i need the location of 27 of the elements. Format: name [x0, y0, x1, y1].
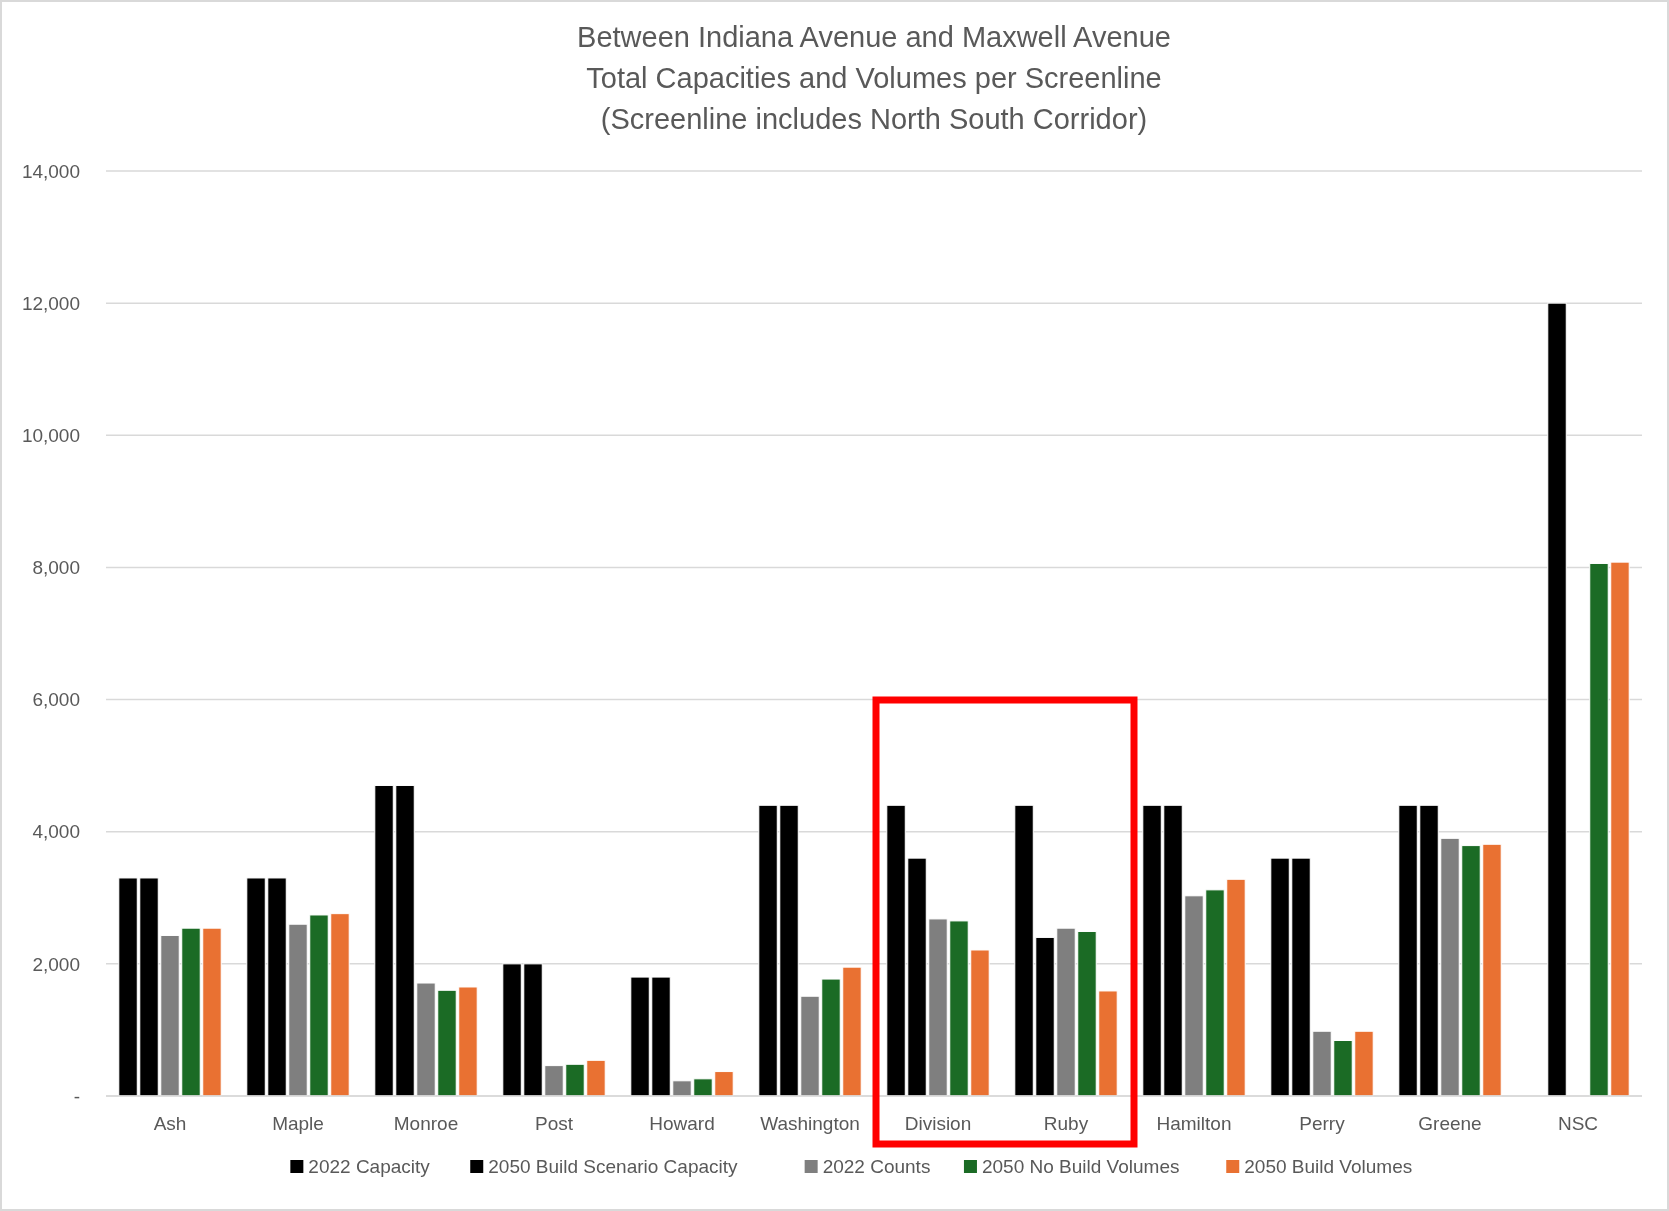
- y-tick-label: -: [73, 1085, 80, 1107]
- legend-label: 2050 Build Scenario Capacity: [488, 1156, 739, 1177]
- y-tick-label: 8,000: [32, 557, 80, 579]
- x-tick-label: Howard: [649, 1113, 715, 1134]
- x-tick-label: Maple: [272, 1113, 324, 1134]
- x-tick-label: Division: [904, 1113, 972, 1134]
- x-tick-label: Ash: [153, 1113, 187, 1134]
- y-tick-label: 10,000: [21, 424, 80, 446]
- x-tick-label: Washington: [760, 1113, 860, 1134]
- x-tick-label: NSC: [1557, 1113, 1599, 1134]
- y-tick-label: 4,000: [32, 821, 80, 843]
- x-tick-label: Post: [534, 1113, 574, 1134]
- y-tick-label: 6,000: [32, 689, 80, 711]
- chart-title: Between Indiana Avenue and Maxwell Avenue Total Capacities and Volumes per Screenline (Screenline includes North South Corridor): [577, 21, 1171, 135]
- y-tick-label: 2,000: [32, 953, 80, 975]
- x-tick-label: Monroe: [393, 1113, 459, 1134]
- x-tick-label: Greene: [1418, 1113, 1482, 1134]
- legend-label: 2022 Capacity: [308, 1156, 431, 1177]
- y-tick-label: 12,000: [21, 292, 80, 314]
- legend-label: 2050 Build Volumes: [1244, 1156, 1413, 1177]
- legend-label: 2050 No Build Volumes: [981, 1156, 1180, 1177]
- x-tick-label: Perry: [1299, 1113, 1346, 1134]
- legend-label: 2022 Counts: [822, 1156, 931, 1177]
- y-tick-label: 14,000: [21, 160, 80, 182]
- x-tick-label: Ruby: [1043, 1113, 1089, 1134]
- bar: [1547, 302, 1567, 1097]
- x-tick-label: Hamilton: [1156, 1113, 1232, 1134]
